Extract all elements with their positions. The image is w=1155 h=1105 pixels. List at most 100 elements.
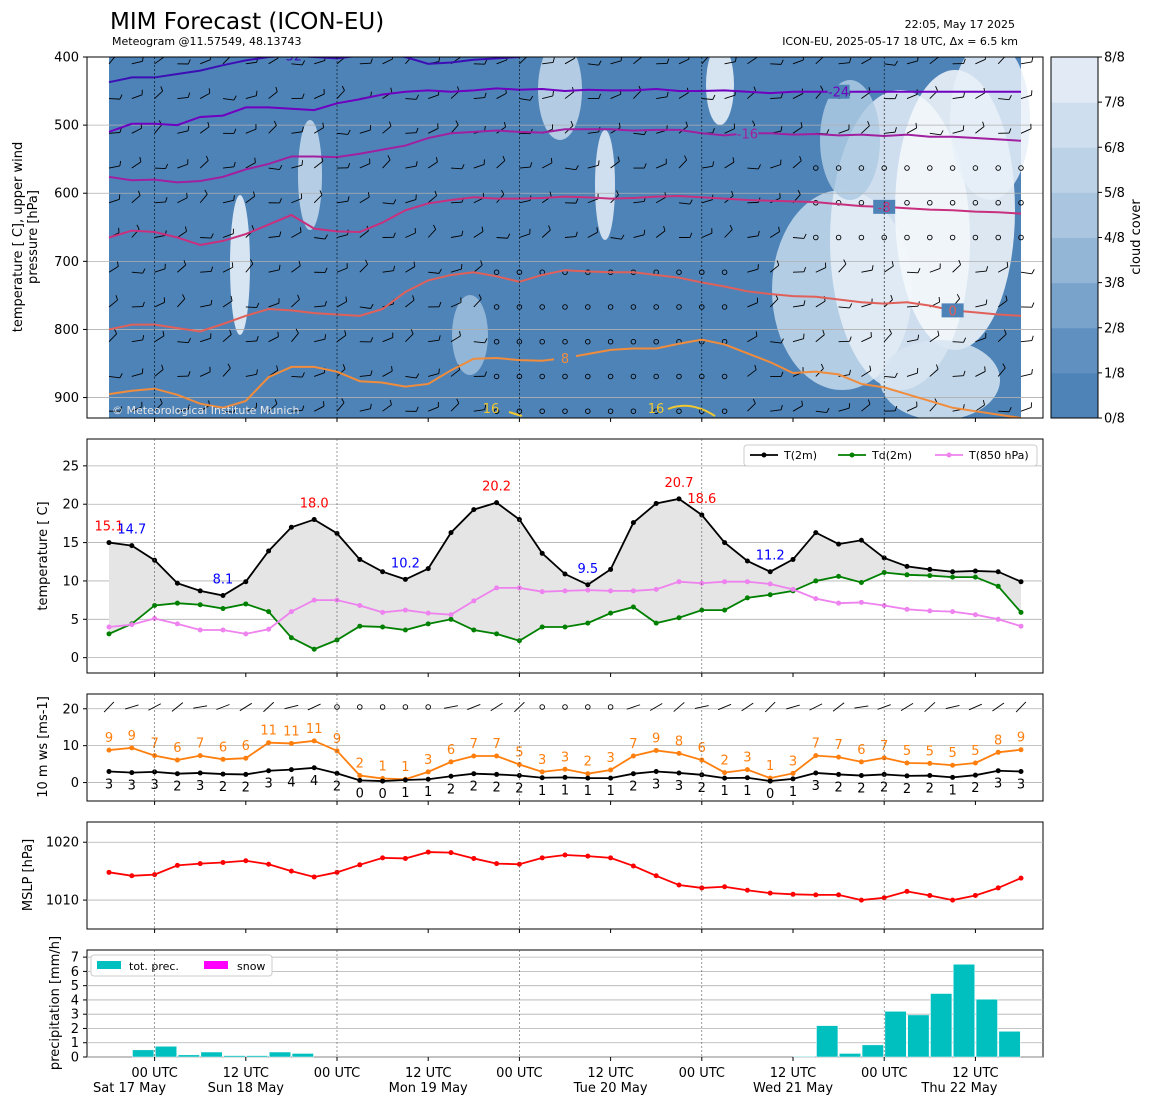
wind-barb-flag [480, 260, 483, 266]
calm-marker [721, 269, 728, 275]
wind-barb [245, 306, 257, 308]
calm-marker [995, 234, 1001, 241]
wind-barb-flag [389, 399, 392, 405]
wind-barb-flag [159, 398, 163, 404]
wind-barb-flag [461, 164, 465, 169]
precip-bar [200, 1051, 223, 1058]
wind-barb-flag [341, 398, 345, 403]
wind-barb-flag [455, 120, 459, 126]
wind-barb-flag [254, 157, 256, 163]
wind-barb [268, 403, 278, 412]
wind-barb [473, 298, 482, 308]
wind-barb [747, 268, 759, 273]
point-Td(2m) [950, 574, 956, 580]
colorbar-band [1051, 147, 1098, 193]
isotherm-label: -16 [737, 127, 758, 142]
wind-barb [382, 270, 394, 273]
wind-barb-flag [870, 57, 872, 59]
mslp-point [448, 850, 454, 856]
wind-barb-flag [142, 335, 145, 341]
wind-barb-flag [415, 406, 419, 412]
wind-barb-flag [277, 331, 279, 337]
wind-barb [473, 264, 483, 273]
colorbar-tick-label: 8/8 [1104, 51, 1125, 66]
wind-barb [268, 235, 280, 238]
y-tick-label: 1010 [46, 894, 79, 909]
precip-ylabel: precipitation [mm/h] [48, 936, 63, 1070]
calm-marker [379, 704, 386, 710]
calm-marker [927, 165, 933, 171]
wind-barb [815, 410, 827, 413]
point-T(850 hPa) [972, 612, 978, 618]
upper-wind-barbs [108, 57, 1035, 414]
wind-barb-flag [187, 337, 191, 343]
calm-marker [972, 165, 979, 171]
wind-barb-flag [891, 261, 894, 267]
wind-point [653, 768, 659, 774]
wind-barb [1020, 271, 1032, 275]
wind-barb [861, 125, 870, 134]
wind-barb-flag [298, 260, 301, 266]
wind-barb [633, 90, 642, 99]
wind-barb-flag [205, 155, 209, 161]
calm-marker [585, 338, 591, 345]
wind-barb [724, 161, 735, 169]
wind-barb [336, 267, 348, 273]
point-T(2m) [881, 555, 887, 561]
calm-marker [630, 338, 637, 345]
wind-barb-flag [956, 293, 961, 299]
mslp-ylabel: MSLP [hPa] [21, 839, 36, 911]
mslp-point [836, 892, 842, 898]
point-Td(2m) [653, 620, 659, 626]
wind-barb-flag [734, 57, 737, 62]
wind-barb [861, 58, 872, 65]
isotherm-label-bg [554, 351, 576, 366]
wind-barb-flag [256, 302, 260, 308]
wind-barb-flag [484, 338, 488, 344]
wind-barb-flag [324, 300, 327, 306]
wind-barb-flag [393, 199, 397, 205]
colorbar-tick-label: 3/8 [1104, 276, 1125, 291]
point-T(2m) [266, 548, 272, 554]
wind-barb-flag [367, 192, 370, 198]
isotherm-16 [667, 404, 716, 417]
y-tick-label: 700 [54, 255, 79, 270]
colorbar-band [1051, 372, 1098, 419]
calm-marker [1018, 165, 1024, 171]
wind-barb [199, 126, 210, 134]
y-tick-label: 10 [62, 574, 79, 589]
day-label: Sun 18 May [208, 1081, 285, 1096]
wind-barb [473, 164, 485, 169]
point-Td(2m) [676, 615, 682, 621]
upper-air-ylabel-line2: pressure [hPa] [26, 190, 41, 284]
point-Td(2m) [972, 574, 978, 580]
point-T(850 hPa) [858, 599, 864, 605]
wind-barb-flag [938, 296, 941, 303]
wind-barb [626, 704, 641, 710]
precip-legend-box [90, 954, 273, 977]
wind-barb-flag [279, 164, 283, 170]
wind-point [585, 771, 591, 777]
point-Td(2m) [243, 601, 249, 607]
wind-value-label: 6 [857, 743, 865, 758]
wind-barb-flag [712, 161, 715, 167]
wind-value-label: 8 [675, 734, 683, 749]
wind-barb-flag [301, 126, 304, 132]
calm-marker [562, 704, 568, 710]
calm-marker [858, 200, 865, 206]
wind-barb [792, 237, 804, 239]
wind-value-label: 2 [629, 780, 637, 795]
calm-marker [1018, 234, 1024, 241]
y-tick-label: 500 [54, 119, 79, 134]
wind-barb-flag [685, 121, 688, 127]
wind-point [380, 778, 386, 784]
point-Td(2m) [585, 620, 591, 626]
calm-marker [607, 304, 614, 310]
wind-barb-flag [229, 329, 232, 335]
wind-value-label: 2 [515, 782, 523, 797]
wind-barb [997, 333, 1007, 343]
wind-barb [656, 163, 667, 169]
wind-point [972, 760, 978, 766]
wind-barb [883, 265, 894, 273]
